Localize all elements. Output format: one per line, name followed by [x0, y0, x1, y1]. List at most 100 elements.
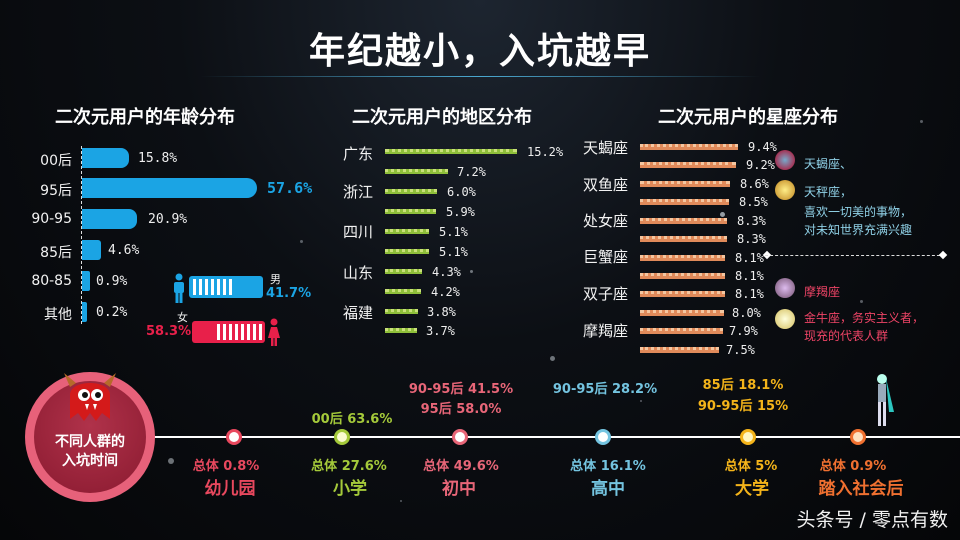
region-label: 广东: [343, 145, 374, 163]
region-value: 7.2%: [457, 165, 486, 179]
constellation-value: 7.9%: [729, 324, 758, 338]
red-monster-icon: [64, 373, 116, 421]
age-bar: [82, 148, 129, 168]
timeline-node-kindergarten: [226, 429, 242, 445]
age-value: 0.2%: [96, 305, 128, 320]
male-bar: [189, 276, 263, 298]
age-value: 4.6%: [108, 243, 140, 258]
stage-name: 幼儿园: [204, 479, 256, 499]
age-bar: [82, 302, 87, 322]
constellation-bar: [640, 328, 723, 334]
constellation-bar: [640, 310, 724, 316]
constellation-value: 8.0%: [732, 306, 761, 320]
constellation-bar: [640, 199, 729, 205]
note-line: 摩羯座: [804, 285, 841, 299]
region-value: 4.3%: [432, 265, 461, 279]
region-bar: [385, 209, 436, 214]
constellation-bar: [640, 236, 727, 242]
constellation-value: 9.4%: [748, 140, 777, 154]
region-bar: [385, 289, 421, 294]
age-axis: [81, 146, 82, 324]
constellation-bar: [640, 144, 738, 150]
age-value: 15.8%: [138, 151, 178, 166]
constellation-value: 8.1%: [735, 251, 764, 265]
constellation-value: 8.1%: [735, 287, 764, 301]
male-value: 41.7%: [266, 286, 312, 301]
note-line: 对未知世界充满兴趣: [804, 223, 913, 237]
region-bar: [385, 149, 517, 154]
constellation-section-title: 二次元用户的星座分布: [658, 107, 838, 128]
region-bar: [385, 229, 429, 234]
female-value: 58.3%: [146, 324, 192, 339]
region-value: 3.8%: [427, 305, 456, 319]
region-value: 4.2%: [431, 285, 460, 299]
capricorn-avatar-icon: [775, 278, 795, 298]
note-line: 天秤座，: [804, 185, 853, 199]
constellation-bar: [640, 255, 725, 261]
region-label: 浙江: [343, 183, 374, 201]
age-bar: [82, 240, 101, 260]
region-bar: [385, 309, 418, 314]
age-label: 00后: [40, 153, 72, 169]
note-line: 天蝎座、: [804, 157, 853, 171]
stage-annotation: 90-95后 28.2%: [552, 382, 658, 397]
badge-text: 入坑时间: [62, 453, 118, 469]
region-bar: [385, 249, 429, 254]
notes-divider: [765, 255, 945, 256]
constellation-label: 双鱼座: [583, 176, 629, 194]
constellation-label: 巨蟹座: [583, 248, 629, 266]
age-label: 85后: [40, 245, 72, 261]
constellation-value: 8.3%: [737, 214, 766, 228]
libra-avatar-icon: [775, 180, 795, 200]
constellation-value: 8.3%: [737, 232, 766, 246]
timeline-node-primary: [334, 429, 350, 445]
stage-total: 总体 0.9%: [819, 459, 887, 474]
constellation-bar: [640, 162, 736, 168]
male-icon: [174, 273, 184, 303]
constellation-value: 9.2%: [746, 158, 775, 172]
age-label: 95后: [40, 183, 72, 199]
stage-total: 总体 0.8%: [192, 459, 260, 474]
age-label: 90-95: [31, 211, 72, 227]
timeline-node-junior-high: [452, 429, 468, 445]
stage-name: 大学: [735, 479, 769, 499]
age-value: 0.9%: [96, 274, 128, 289]
stage-total: 总体 27.6%: [311, 459, 387, 474]
female-icon: [268, 318, 280, 346]
female-label: 女: [177, 311, 188, 324]
constellation-label: 处女座: [583, 212, 629, 230]
age-bar: [82, 178, 257, 198]
constellation-value: 8.1%: [735, 269, 764, 283]
region-value: 5.1%: [439, 245, 468, 259]
constellation-value: 8.6%: [740, 177, 769, 191]
stage-name: 小学: [333, 479, 367, 499]
region-value: 15.2%: [527, 145, 564, 159]
age-bar: [82, 271, 90, 291]
region-bar: [385, 169, 448, 174]
stage-annotation: 85后 18.1%: [702, 378, 784, 393]
stage-annotation: 90-95后 15%: [697, 399, 789, 414]
title-underline: [200, 76, 760, 77]
age-section-title: 二次元用户的年龄分布: [55, 107, 235, 128]
taurus-avatar-icon: [775, 309, 795, 329]
stage-name: 初中: [442, 479, 476, 499]
timeline-node-university: [740, 429, 756, 445]
stage-annotation: 00后 63.6%: [311, 412, 393, 427]
region-value: 5.1%: [439, 225, 468, 239]
region-label: 山东: [343, 264, 374, 282]
note-line: 现充的代表人群: [804, 329, 889, 343]
female-bar: [192, 321, 265, 343]
stage-annotation: 90-95后 41.5%: [408, 382, 514, 397]
divider-diamond-icon: [938, 250, 948, 260]
badge-text: 不同人群的: [55, 434, 125, 450]
stage-name: 高中: [591, 479, 625, 499]
note-line: 喜欢一切美的事物，: [804, 205, 913, 219]
constellation-bar: [640, 291, 725, 297]
constellation-bar: [640, 218, 727, 224]
watermark: 头条号 / 零点有数: [796, 509, 948, 531]
constellation-label: 天蝎座: [583, 139, 629, 157]
stage-total: 总体 49.6%: [423, 459, 499, 474]
constellation-bar: [640, 347, 719, 353]
constellation-value: 8.5%: [739, 195, 768, 209]
age-value: 57.6%: [267, 179, 313, 197]
